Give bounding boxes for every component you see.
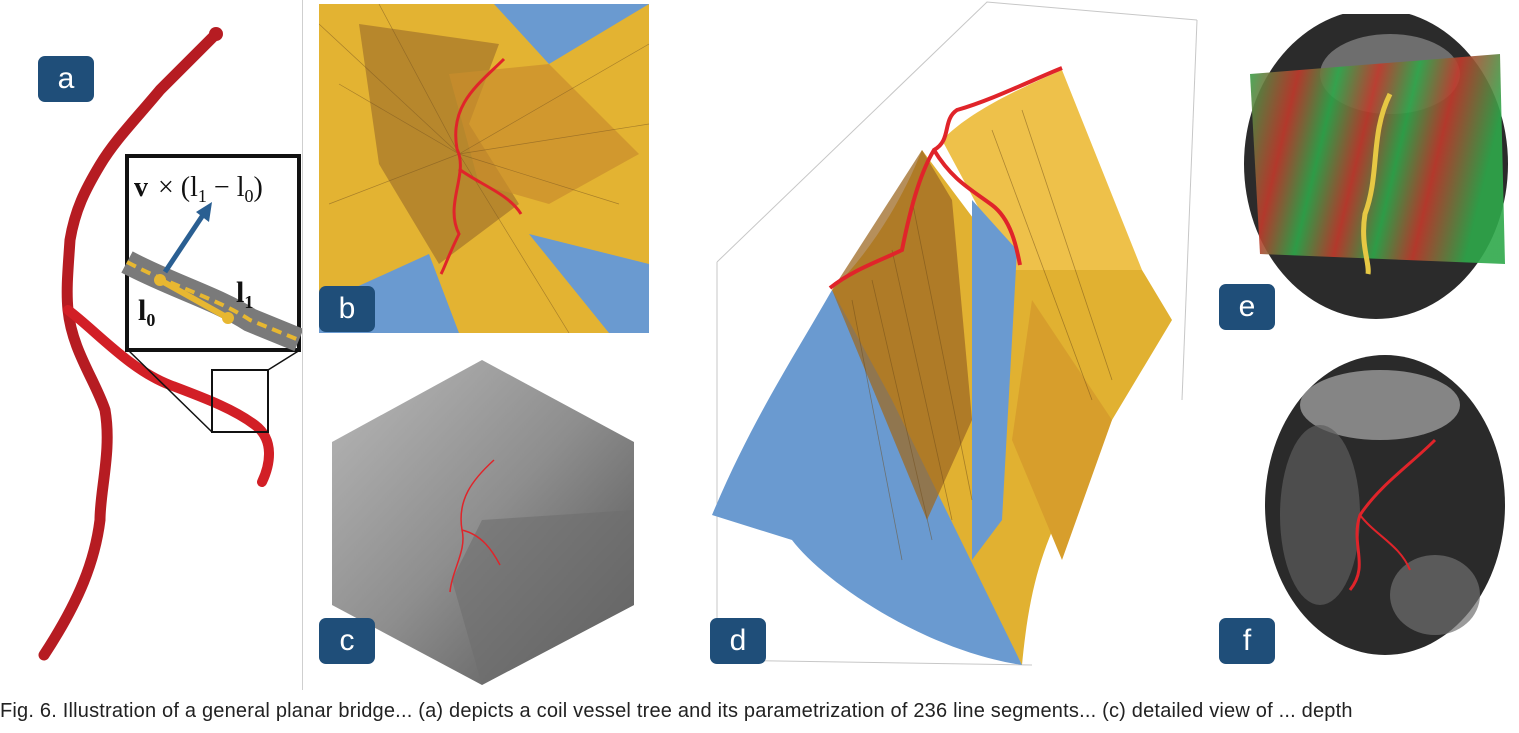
panel-divider: [302, 0, 303, 690]
panel-c-depth-view: [332, 360, 634, 685]
panel-f-ct-grayscale: [1265, 355, 1505, 655]
panel-label-d: d: [710, 618, 766, 664]
vessel-side-branch: [63, 305, 274, 487]
panel-label-f: f: [1219, 618, 1275, 664]
inset-detail: [121, 154, 302, 352]
inset-label-l1: l1: [236, 276, 253, 312]
figure-caption: Fig. 6. Illustration of a general planar…: [0, 700, 1353, 722]
panel-label-a: a: [38, 56, 94, 102]
inset-label-l0: l0: [138, 294, 155, 330]
vessel-curve-c: [449, 459, 495, 593]
panel-e-ct-overlay: [1244, 14, 1508, 319]
panel-label-c: c: [319, 618, 375, 664]
vessel-curve-f: [1348, 438, 1437, 591]
panel-label-e: e: [1219, 284, 1275, 330]
vessel-curve-b: [439, 57, 506, 275]
panel-b-surface-topview: [319, 4, 649, 333]
panel-a-vessel-tree: v × (l1 − l0) l1 l0: [38, 27, 302, 661]
vessel-main-branch: [38, 28, 222, 661]
inset-formula-v: v: [134, 172, 148, 203]
inset-formula-rest: × (l1 − l0): [158, 172, 263, 206]
zoom-box: [211, 369, 269, 433]
panel-d-3d-surface: [712, 1, 1198, 666]
panel-label-b: b: [319, 286, 375, 332]
